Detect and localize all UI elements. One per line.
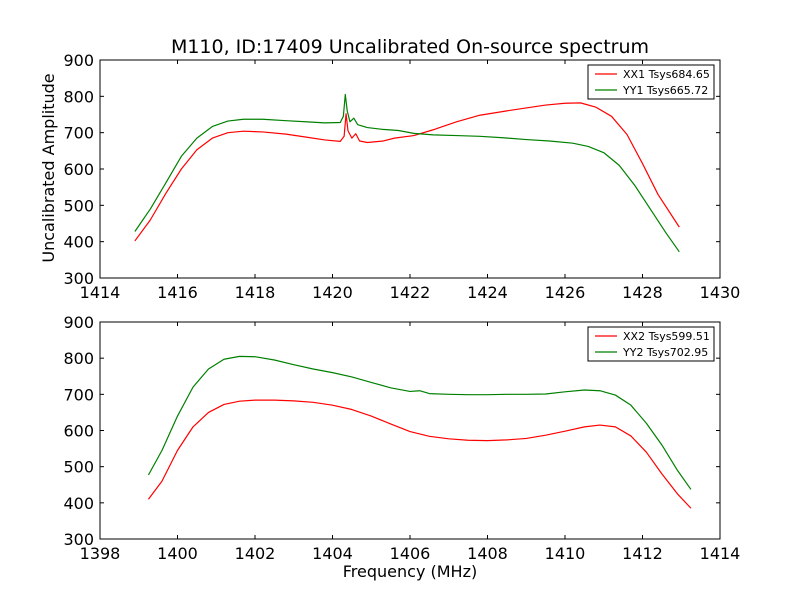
- series-line-0-0: [134, 102, 680, 242]
- x-tick-label: 1406: [390, 544, 431, 563]
- legend-label: YY2 Tsys702.95: [622, 346, 708, 359]
- y-tick-label: 900: [63, 51, 94, 70]
- bottom-spectrum-panel: 1398 1400 1402 1404 1406 1408 1410 1412 1414 300 4…: [63, 313, 740, 563]
- legend: XX1 Tsys684.65 YY1 Tsys665.72: [587, 64, 715, 100]
- x-tick-label: 1420: [312, 283, 353, 302]
- y-tick-label: 400: [63, 494, 94, 513]
- legend-box: [587, 326, 715, 362]
- legend-label: YY1 Tsys665.72: [622, 84, 708, 97]
- chart-title: M110, ID:17409 Uncalibrated On-source sp…: [171, 36, 649, 58]
- x-tick-label: 1424: [467, 283, 508, 302]
- legend-box: [587, 64, 715, 100]
- y-tick-label: 500: [63, 458, 94, 477]
- y-tick-label: 800: [63, 87, 94, 106]
- x-tick-label: 1400: [157, 544, 198, 563]
- x-tick-label: 1402: [235, 544, 276, 563]
- x-tick-label: 1412: [622, 544, 663, 563]
- x-tick-label: 1414: [80, 283, 121, 302]
- top-spectrum-panel: 1414 1416 1418 1420 1422 1424 1426 1428 1430 300 4…: [63, 51, 740, 302]
- y-tick-label: 600: [63, 422, 94, 441]
- y-tick-label: 300: [63, 530, 94, 549]
- x-tick-label: 1422: [390, 283, 431, 302]
- series-line-1-1: [147, 355, 692, 490]
- y-tick-label: 300: [63, 269, 94, 288]
- x-axis-label: Frequency (MHz): [343, 562, 477, 581]
- y-tick-label: 800: [63, 349, 94, 368]
- series-line-1-0: [147, 399, 692, 509]
- x-tick-label: 1414: [700, 544, 741, 563]
- x-tick-label: 1398: [80, 544, 121, 563]
- x-tick-label: 1428: [622, 283, 663, 302]
- legend-label: XX2 Tsys599.51: [623, 330, 710, 343]
- y-tick-label: 700: [63, 385, 94, 404]
- y-tick-label: 400: [63, 233, 94, 252]
- y-tick-label: 600: [63, 160, 94, 179]
- legend-label: XX1 Tsys684.65: [623, 68, 710, 81]
- x-tick-label: 1416: [157, 283, 198, 302]
- x-tick-label: 1418: [235, 283, 276, 302]
- x-tick-label: 1408: [467, 544, 508, 563]
- x-tick-label: 1426: [545, 283, 586, 302]
- x-tick-label: 1410: [545, 544, 586, 563]
- x-tick-label: 1404: [312, 544, 353, 563]
- y-tick-label: 700: [63, 124, 94, 143]
- legend: XX2 Tsys599.51 YY2 Tsys702.95: [587, 326, 715, 362]
- y-tick-label: 900: [63, 313, 94, 332]
- series-line-0-1: [134, 93, 680, 253]
- y-tick-label: 500: [63, 196, 94, 215]
- y-axis-label: Uncalibrated Amplitude: [39, 73, 58, 262]
- x-tick-label: 1430: [700, 283, 741, 302]
